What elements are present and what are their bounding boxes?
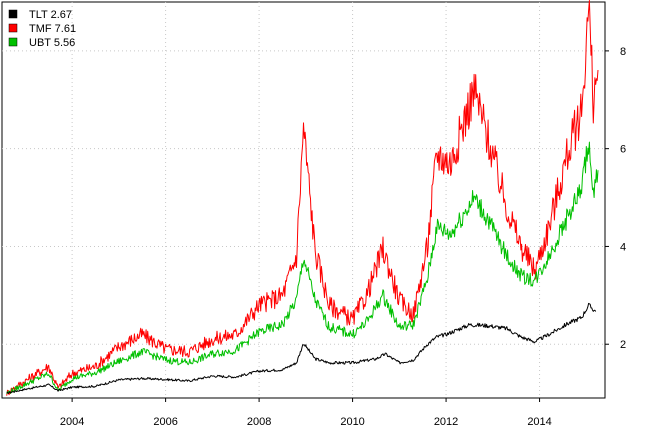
legend-label: TMF 7.61	[29, 23, 76, 35]
x-tick-label: 2012	[434, 416, 458, 428]
y-axis: 2 4 6 8	[605, 46, 626, 351]
y-tick-label: 8	[620, 46, 626, 58]
y-tick-label: 6	[620, 144, 626, 156]
y-tick-label: 2	[620, 339, 626, 351]
series-layer	[6, 0, 599, 396]
series-line	[6, 0, 599, 396]
x-tick-label: 2004	[60, 416, 84, 428]
legend-swatch	[8, 9, 18, 19]
legend-swatch	[8, 23, 18, 33]
x-tick-label: 2010	[340, 416, 364, 428]
x-tick-label: 2006	[153, 416, 177, 428]
legend-swatch	[8, 37, 18, 47]
grid	[2, 2, 605, 398]
legend-label: UBT 5.56	[29, 37, 75, 49]
x-tick-label: 2014	[527, 416, 551, 428]
x-axis: 2004 2006 2008 2010 2012 2014	[60, 398, 552, 428]
series-line	[6, 302, 597, 394]
x-tick-label: 2008	[247, 416, 271, 428]
legend: TLT 2.67 TMF 7.61 UBT 5.56	[8, 9, 76, 49]
legend-label: TLT 2.67	[29, 9, 72, 21]
series-line	[6, 141, 599, 394]
plot-frame	[1, 1, 606, 399]
y-tick-label: 4	[620, 241, 626, 253]
